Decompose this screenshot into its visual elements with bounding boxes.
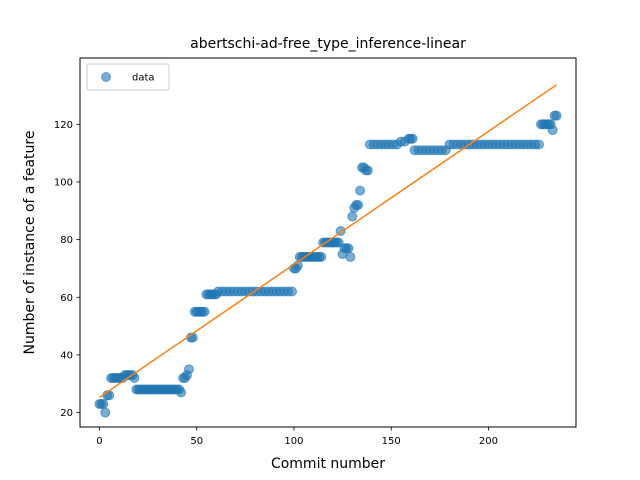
data-point (345, 251, 356, 262)
data-layer (94, 84, 562, 418)
data-point (183, 364, 194, 375)
data-point (199, 306, 210, 317)
legend-label: data (132, 73, 155, 84)
y-tick-label: 40 (60, 350, 73, 361)
y-tick-label: 60 (60, 293, 73, 304)
data-point (347, 211, 358, 222)
data-point (547, 125, 558, 136)
data-point (353, 200, 364, 211)
data-point (287, 286, 298, 297)
data-point (407, 133, 418, 144)
data-point (316, 251, 327, 262)
x-tick-label: 100 (284, 436, 303, 447)
legend: data (86, 63, 170, 91)
y-tick-label: 120 (54, 120, 73, 131)
data-point (98, 398, 109, 409)
data-point (333, 237, 344, 248)
data-point (362, 165, 373, 176)
x-axis-label: Commit number (271, 456, 385, 472)
data-point (355, 185, 366, 196)
data-point (187, 332, 198, 343)
x-tick-label: 150 (382, 436, 401, 447)
legend-marker (101, 72, 111, 82)
data-point (176, 387, 187, 398)
data-point (534, 139, 545, 150)
y-tick-label: 20 (60, 408, 73, 419)
y-tick-label: 80 (60, 235, 73, 246)
data-point (343, 243, 354, 254)
data-point (551, 110, 562, 121)
y-axis-label: Number of instance of a feature (22, 131, 38, 355)
legend-box (86, 63, 170, 91)
fit-line (99, 84, 557, 398)
y-tick-label: 100 (54, 177, 73, 188)
x-tick-label: 200 (479, 436, 498, 447)
axes-frame (79, 57, 577, 428)
data-point (100, 407, 111, 418)
x-tick-label: 0 (96, 436, 102, 447)
x-tick-label: 50 (190, 436, 203, 447)
chart-title: abertschi-ad-free_type_inference-linear (190, 36, 466, 52)
tick-layer: 0 50 100 150 200 20 40 60 80 100 120 (54, 120, 498, 447)
